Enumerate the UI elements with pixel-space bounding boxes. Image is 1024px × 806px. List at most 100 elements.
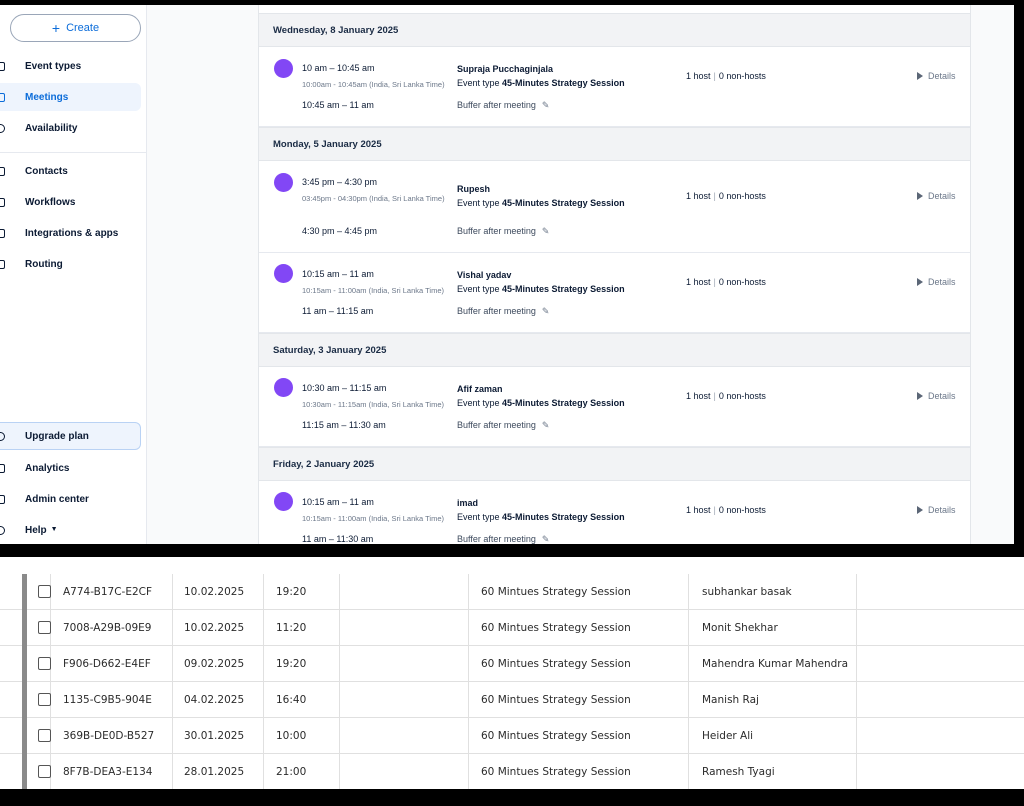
triangle-right-icon (917, 278, 923, 286)
details-toggle[interactable]: Details (917, 505, 956, 515)
invitee-name: Vishal yadav (457, 270, 512, 280)
event-type: Event type 45-Minutes Strategy Session (457, 398, 625, 408)
event-type-prefix: Event type (457, 284, 500, 294)
pencil-icon[interactable]: ✎ (541, 534, 550, 544)
row-checkbox[interactable] (38, 621, 51, 634)
row-checkbox[interactable] (38, 729, 51, 742)
link-icon (0, 61, 5, 71)
event-type-name: 45-Minutes Strategy Session (502, 78, 625, 88)
buffer-label: Buffer after meeting (457, 420, 536, 430)
details-toggle[interactable]: Details (917, 277, 956, 287)
pencil-icon[interactable]: ✎ (541, 100, 550, 110)
buffer-after-meeting: Buffer after meeting ✎ (457, 420, 549, 431)
sidebar-item-integrations[interactable]: Integrations & apps (0, 219, 141, 247)
meeting-row[interactable]: 10:15 am – 11 am 10:15am - 11:00am (Indi… (259, 481, 970, 544)
sidebar-item-event-types[interactable]: Event types (0, 52, 141, 80)
sidebar-item-label: Integrations & apps (25, 227, 119, 239)
day-header: Monday, 5 January 2025 (259, 127, 970, 161)
event-type-name: 45-Minutes Strategy Session (502, 284, 625, 294)
customer-name: Manish Raj (689, 682, 857, 718)
meeting-row[interactable]: 10:15 am – 11 am 10:15am - 11:00am (Indi… (259, 253, 970, 333)
clock-icon (0, 123, 5, 133)
sidebar-item-label: Event types (25, 60, 82, 72)
session-name: 60 Mintues Strategy Session (469, 682, 689, 718)
sidebar-item-help[interactable]: Help ▼ (0, 516, 141, 544)
upgrade-plan-button[interactable]: Upgrade plan (0, 422, 141, 450)
sidebar-item-meetings[interactable]: Meetings (0, 83, 141, 111)
sidebar-item-analytics[interactable]: Analytics (0, 454, 141, 482)
event-color-dot (274, 173, 293, 192)
details-label: Details (928, 277, 956, 287)
checkbox-cell (27, 718, 51, 754)
host-count: 1 host | 0 non-hosts (686, 391, 766, 401)
day-header: Friday, 2 January 2025 (259, 447, 970, 481)
empty-cell (857, 646, 1024, 682)
upgrade-icon (0, 431, 5, 441)
session-name: 60 Mintues Strategy Session (469, 574, 689, 610)
row-checkbox[interactable] (38, 657, 51, 670)
meetings-list: Wednesday, 8 January 2025 10 am – 10:45 … (258, 5, 971, 544)
table-row[interactable]: 7008-A29B-09E9 10.02.2025 11:20 60 Mintu… (0, 610, 1024, 646)
row-marker (22, 610, 27, 646)
pencil-icon[interactable]: ✎ (541, 226, 550, 236)
bookings-table: A774-B17C-E2CF 10.02.2025 19:20 60 Mintu… (0, 557, 1024, 789)
meeting-time: 10 am – 10:45 am (302, 63, 375, 73)
table-row[interactable]: 369B-DE0D-B527 30.01.2025 10:00 60 Mintu… (0, 718, 1024, 754)
row-checkbox[interactable] (38, 765, 51, 778)
pencil-icon[interactable]: ✎ (541, 420, 550, 430)
event-type-prefix: Event type (457, 398, 500, 408)
caret-down-icon: ▼ (50, 526, 58, 534)
buffer-time: 10:45 am – 11 am (302, 100, 374, 110)
meeting-row[interactable]: 3:45 pm – 4:30 pm 03:45pm - 04:30pm (Ind… (259, 161, 970, 253)
event-type-name: 45-Minutes Strategy Session (502, 198, 625, 208)
details-toggle[interactable]: Details (917, 191, 956, 201)
booking-time: 19:20 (264, 646, 340, 682)
triangle-right-icon (917, 392, 923, 400)
sidebar-item-admin-center[interactable]: Admin center (0, 485, 141, 513)
session-name: 60 Mintues Strategy Session (469, 610, 689, 646)
checkbox-cell (27, 646, 51, 682)
create-button[interactable]: + Create (10, 14, 141, 42)
empty-cell (340, 682, 469, 718)
event-color-dot (274, 264, 293, 283)
event-type: Event type 45-Minutes Strategy Session (457, 512, 625, 522)
host-count: 1 host | 0 non-hosts (686, 505, 766, 515)
buffer-label: Buffer after meeting (457, 306, 536, 316)
booking-time: 16:40 (264, 682, 340, 718)
invitee-name: Supraja Pucchaginjala (457, 64, 554, 74)
row-checkbox[interactable] (38, 585, 51, 598)
buffer-label: Buffer after meeting (457, 100, 536, 110)
row-checkbox[interactable] (38, 693, 51, 706)
sidebar-item-workflows[interactable]: Workflows (0, 188, 141, 216)
booking-time: 10:00 (264, 718, 340, 754)
booking-date: 09.02.2025 (173, 646, 264, 682)
sidebar-item-availability[interactable]: Availability (0, 114, 141, 142)
buffer-label: Buffer after meeting (457, 226, 536, 236)
host-count: 1 host | 0 non-hosts (686, 277, 766, 287)
buffer-after-meeting: Buffer after meeting ✎ (457, 100, 549, 111)
details-label: Details (928, 391, 956, 401)
row-marker (22, 574, 27, 610)
meeting-row[interactable]: 10 am – 10:45 am 10:00am - 10:45am (Indi… (259, 47, 970, 127)
create-label: Create (66, 22, 100, 34)
table-row[interactable]: A774-B17C-E2CF 10.02.2025 19:20 60 Mintu… (0, 574, 1024, 610)
table-row[interactable]: F906-D662-E4EF 09.02.2025 19:20 60 Mintu… (0, 646, 1024, 682)
meeting-timezone: 10:15am - 11:00am (India, Sri Lanka Time… (302, 286, 445, 295)
table-row[interactable]: 1135-C9B5-904E 04.02.2025 16:40 60 Mintu… (0, 682, 1024, 718)
upgrade-label: Upgrade plan (25, 430, 89, 442)
non-hosts-count: 0 non-hosts (718, 191, 766, 201)
sidebar-item-routing[interactable]: Routing (0, 250, 141, 278)
details-toggle[interactable]: Details (917, 71, 956, 81)
event-type-name: 45-Minutes Strategy Session (502, 512, 625, 522)
details-toggle[interactable]: Details (917, 391, 956, 401)
separator: | (713, 191, 716, 201)
host-count: 1 host | 0 non-hosts (686, 191, 766, 201)
meeting-row[interactable]: 10:30 am – 11:15 am 10:30am - 11:15am (I… (259, 367, 970, 447)
pencil-icon[interactable]: ✎ (541, 306, 550, 316)
checkbox-cell (27, 682, 51, 718)
table-row[interactable]: 8F7B-DEA3-E134 28.01.2025 21:00 60 Mintu… (0, 754, 1024, 789)
event-type-prefix: Event type (457, 198, 500, 208)
event-type-name: 45-Minutes Strategy Session (502, 398, 625, 408)
sidebar-item-contacts[interactable]: Contacts (0, 157, 141, 185)
session-name: 60 Mintues Strategy Session (469, 718, 689, 754)
